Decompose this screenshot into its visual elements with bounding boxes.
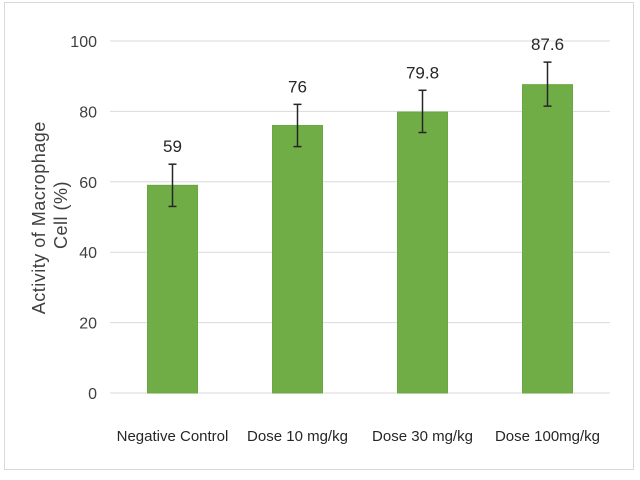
data-labels: 59 76 79.8 87.6 <box>163 35 564 156</box>
x-axis-category-labels: Negative Control Dose 10 mg/kg Dose 30 mg/… <box>117 428 600 445</box>
bars <box>147 84 573 394</box>
y-tick-label: 20 <box>79 316 97 333</box>
y-tick-label: 80 <box>79 104 97 121</box>
bar <box>522 84 573 394</box>
x-category-label: Dose 30 mg/kg <box>372 428 473 445</box>
y-tick-label: 0 <box>88 386 97 403</box>
data-label: 87.6 <box>531 35 564 54</box>
data-label: 76 <box>288 77 307 96</box>
x-category-label: Dose 100mg/kg <box>495 428 600 445</box>
bar <box>272 124 323 394</box>
y-axis-tick-labels: 0 20 40 60 80 100 <box>70 34 97 403</box>
data-label: 79.8 <box>406 63 439 82</box>
y-tick-label: 100 <box>70 34 97 51</box>
bar <box>397 111 448 394</box>
bar <box>147 184 198 394</box>
y-axis-title: Activity of Macrophage Cell (%) <box>29 116 71 315</box>
y-axis-title-line-1: Activity of Macrophage <box>29 121 49 314</box>
y-axis-title-line-2: Cell (%) <box>51 181 71 249</box>
y-tick-label: 40 <box>79 245 97 262</box>
y-tick-label: 60 <box>79 175 97 192</box>
data-label: 59 <box>163 137 182 156</box>
x-category-label: Dose 10 mg/kg <box>247 428 348 445</box>
x-category-label: Negative Control <box>117 428 229 445</box>
error-bars <box>168 61 552 208</box>
